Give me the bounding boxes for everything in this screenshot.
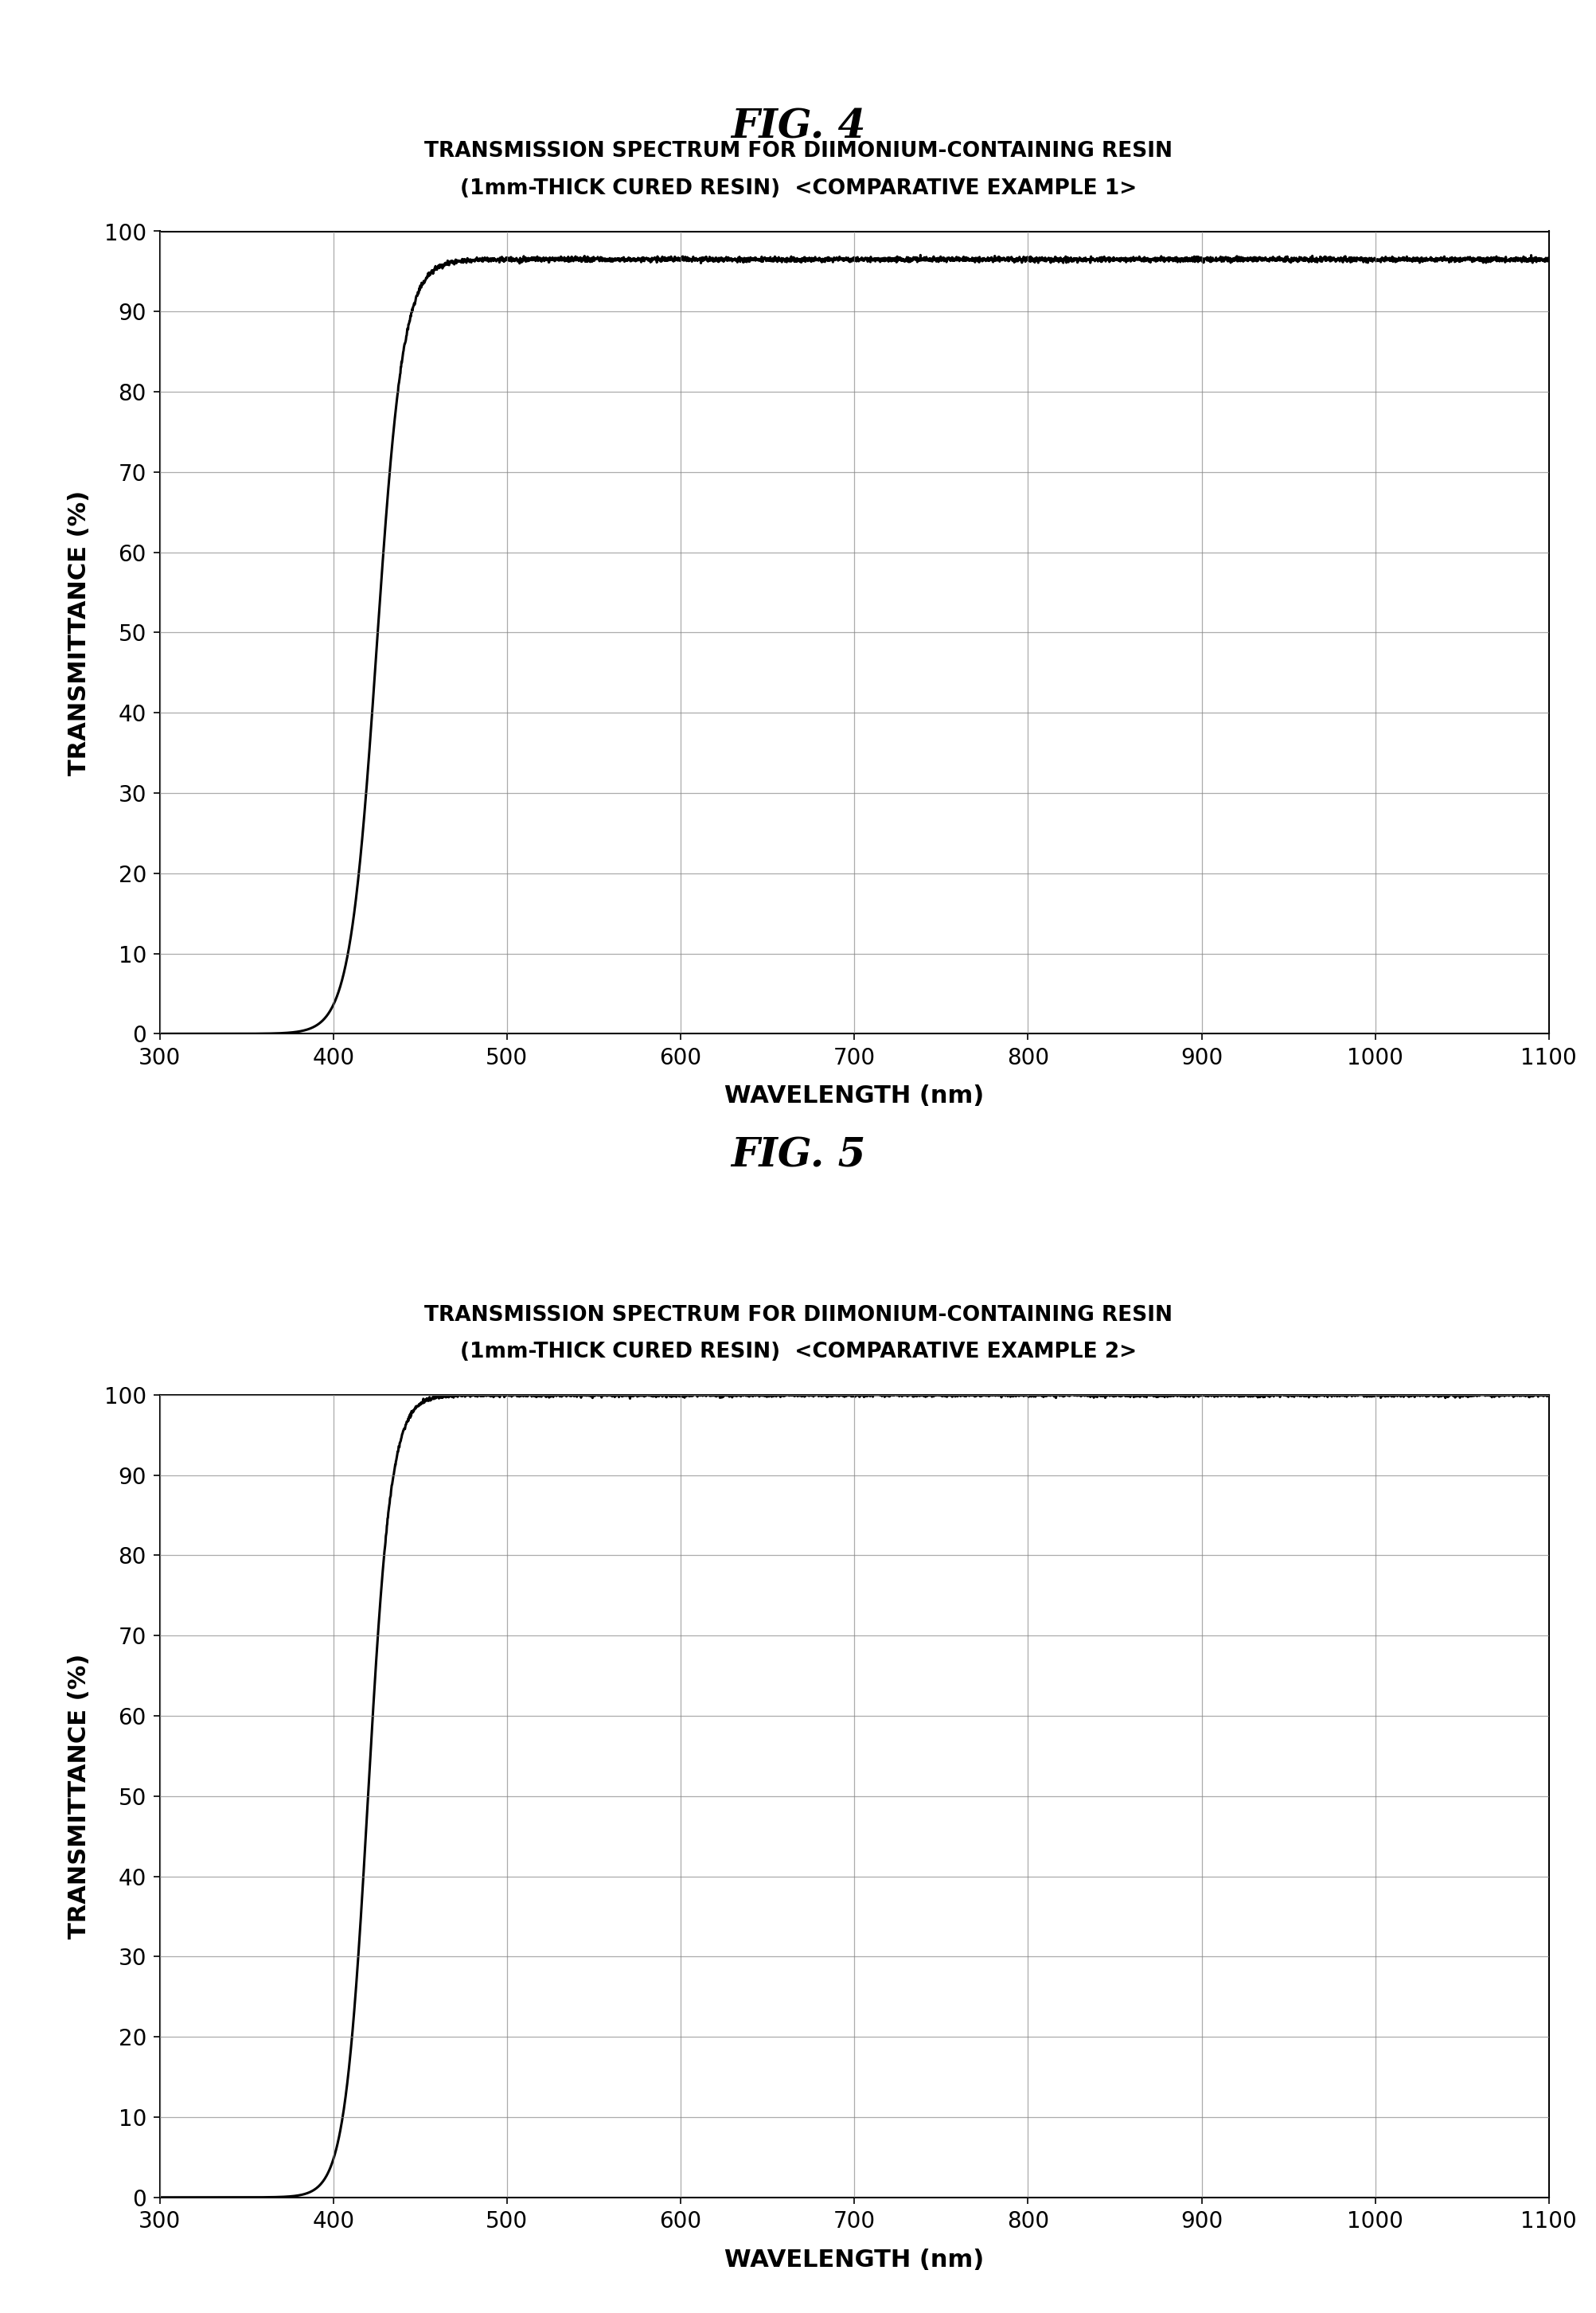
Text: FIG. 4: FIG. 4 (731, 109, 865, 146)
X-axis label: WAVELENGTH (nm): WAVELENGTH (nm) (725, 2248, 983, 2271)
Y-axis label: TRANSMITTANCE (%): TRANSMITTANCE (%) (67, 1654, 91, 1938)
Text: (1mm-THICK CURED RESIN)  <COMPARATIVE EXAMPLE 1>: (1mm-THICK CURED RESIN) <COMPARATIVE EXA… (460, 178, 1136, 199)
Text: TRANSMISSION SPECTRUM FOR DIIMONIUM-CONTAINING RESIN: TRANSMISSION SPECTRUM FOR DIIMONIUM-CONT… (425, 1305, 1171, 1325)
Text: (1mm-THICK CURED RESIN)  <COMPARATIVE EXAMPLE 2>: (1mm-THICK CURED RESIN) <COMPARATIVE EXA… (460, 1342, 1136, 1362)
Text: FIG. 5: FIG. 5 (731, 1138, 865, 1175)
Text: TRANSMISSION SPECTRUM FOR DIIMONIUM-CONTAINING RESIN: TRANSMISSION SPECTRUM FOR DIIMONIUM-CONT… (425, 141, 1171, 162)
Y-axis label: TRANSMITTANCE (%): TRANSMITTANCE (%) (67, 490, 91, 775)
X-axis label: WAVELENGTH (nm): WAVELENGTH (nm) (725, 1085, 983, 1108)
